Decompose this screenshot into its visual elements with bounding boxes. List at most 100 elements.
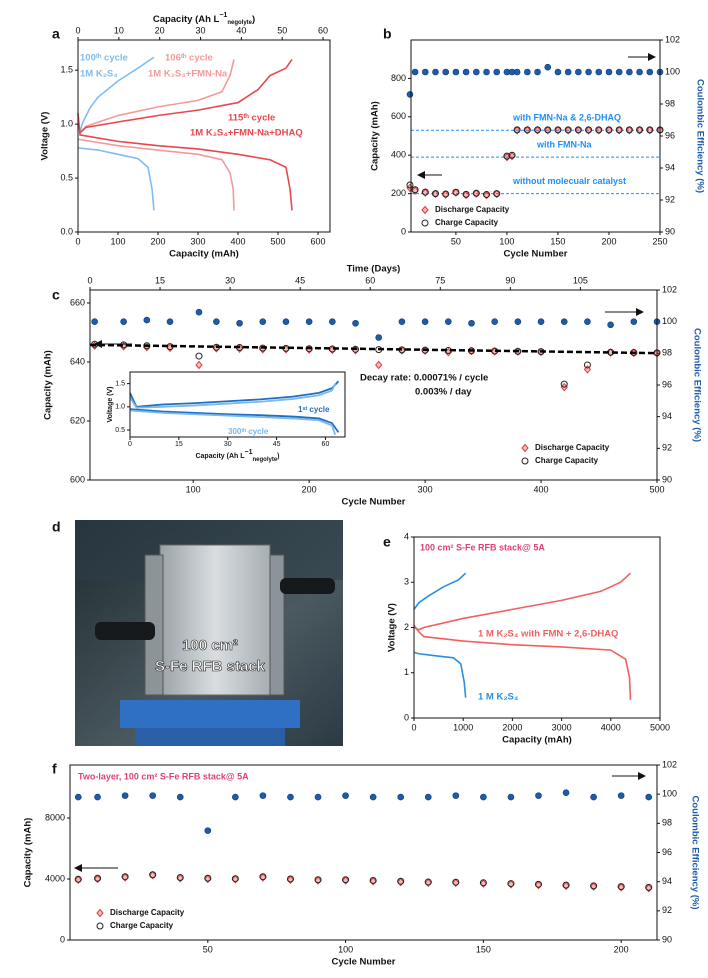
marker	[607, 321, 614, 329]
y2-tick-label: 94	[662, 876, 672, 886]
y2-tick-label: 90	[665, 226, 675, 236]
marker	[503, 152, 511, 160]
y-tick-label: 0.0	[60, 226, 73, 236]
y2-tick-label: 94	[665, 162, 675, 172]
axis-label: Coulombic Efficiency (%)	[691, 328, 702, 442]
axis-label: Capacity (mAh)	[23, 818, 34, 888]
marker	[636, 68, 643, 76]
plot-area	[414, 537, 660, 718]
axis-label-part: negolyte	[252, 457, 277, 463]
marker	[508, 151, 516, 159]
y2-tick-label: 90	[662, 934, 672, 944]
marker	[329, 318, 336, 325]
marker	[635, 125, 644, 135]
x-tick-label: 600	[310, 236, 325, 246]
marker	[314, 793, 322, 801]
panel-label: f	[52, 761, 57, 777]
axis-label: Voltage (V)	[40, 112, 51, 161]
x-tick-label: 4000	[601, 722, 621, 732]
marker	[421, 68, 429, 76]
plot-frame	[410, 39, 661, 233]
y2-tick-label: 102	[665, 34, 680, 44]
marker	[574, 125, 583, 135]
x-tick-label: 100	[110, 236, 125, 246]
marker	[513, 68, 521, 76]
line-series	[413, 624, 632, 700]
x-tick-label: 1000	[453, 722, 473, 732]
x2-tick-label: 15	[155, 275, 165, 285]
y-tick-label: 200	[391, 188, 406, 198]
marker	[442, 190, 450, 198]
y-tick-label: 1.0	[60, 119, 73, 129]
plot-area	[70, 765, 657, 940]
marker	[605, 126, 613, 134]
annotation: 1 M K₂S₄ with FMN + 2,6-DHAQ	[478, 629, 618, 640]
x2-tick-label: 0	[75, 25, 80, 35]
marker	[442, 68, 449, 76]
marker	[195, 360, 203, 370]
marker	[452, 878, 460, 886]
marker	[585, 126, 593, 134]
marker	[625, 125, 634, 135]
line-series	[129, 383, 337, 409]
x-tick-label: 500	[270, 236, 285, 246]
marker	[282, 318, 290, 325]
y-tick-label: 0	[60, 934, 65, 944]
y2-tick-label: 100	[665, 66, 680, 76]
marker	[259, 873, 267, 881]
y-tick-label: 660	[70, 297, 85, 307]
marker	[645, 883, 653, 891]
line-series	[129, 409, 337, 435]
marker	[352, 319, 359, 327]
marker	[554, 68, 562, 76]
marker	[507, 880, 515, 889]
marker	[534, 126, 542, 134]
x-tick-label: 0	[75, 236, 80, 246]
plot-frame	[129, 371, 346, 438]
x-tick-label: 500	[649, 484, 664, 494]
x2-tick-label: 75	[435, 275, 445, 285]
reference-label: with FMN-Na & 2,6-DHAQ	[512, 113, 621, 123]
marker	[584, 318, 591, 325]
marker	[424, 878, 432, 886]
y-tick-label: 0	[401, 226, 406, 236]
marker	[286, 875, 294, 883]
marker	[564, 126, 572, 134]
marker	[397, 877, 405, 885]
photo-caption: S-Fe RFB stack	[155, 658, 266, 675]
marker	[617, 883, 625, 891]
marker	[554, 125, 562, 135]
marker	[74, 793, 82, 801]
marker	[583, 361, 591, 369]
axis-label: Coulombic Efficiency (%)	[694, 79, 705, 193]
marker	[74, 875, 82, 883]
marker	[452, 68, 460, 76]
y2-tick-label: 92	[662, 905, 672, 915]
reference-label: without molecualr catalyst	[512, 176, 626, 186]
axis-label-part: )	[252, 14, 255, 25]
x-tick-label: 3000	[552, 722, 572, 732]
marker	[562, 789, 570, 797]
marker	[523, 125, 531, 135]
marker	[544, 126, 552, 134]
marker	[483, 191, 491, 199]
marker	[574, 126, 582, 134]
marker	[630, 318, 638, 325]
x2-tick-label: 60	[365, 275, 375, 285]
y-tick-label: 1.0	[115, 404, 125, 411]
line-series	[413, 572, 467, 610]
marker	[479, 879, 487, 887]
marker	[560, 318, 568, 325]
x2-tick-label: 60	[318, 25, 328, 35]
axis-label-part: Capacity (Ah L	[195, 453, 245, 460]
x-tick-label: 100	[499, 236, 514, 246]
marker	[120, 318, 127, 325]
marker	[342, 876, 350, 884]
axis-label-part: negolyte	[227, 20, 252, 26]
marker	[176, 793, 184, 801]
legend-label: Discharge Capacity	[435, 205, 510, 214]
marker	[411, 186, 419, 194]
marker	[195, 308, 203, 316]
y-tick-label: 640	[70, 356, 85, 366]
